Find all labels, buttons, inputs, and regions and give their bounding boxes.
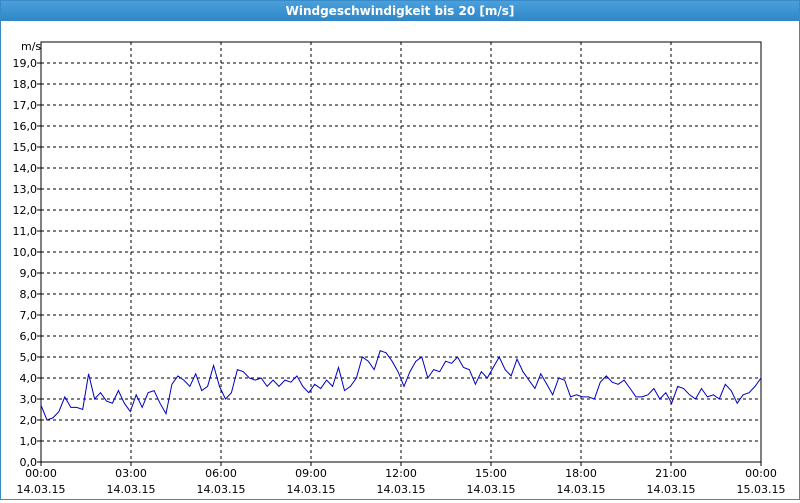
y-tick-label: 3,0 bbox=[20, 393, 38, 406]
x-tick-time-label: 06:00 bbox=[205, 467, 237, 480]
x-tick-time-label: 18:00 bbox=[565, 467, 597, 480]
y-tick-label: 1,0 bbox=[20, 435, 38, 448]
y-tick-label: 4,0 bbox=[20, 372, 38, 385]
y-tick-label: 15,0 bbox=[13, 141, 38, 154]
x-tick-date-label: 14.03.15 bbox=[377, 483, 426, 496]
x-tick-date-label: 14.03.15 bbox=[467, 483, 516, 496]
x-tick-time-label: 09:00 bbox=[295, 467, 327, 480]
y-tick-label: 6,0 bbox=[20, 330, 38, 343]
y-tick-label: 14,0 bbox=[13, 162, 38, 175]
x-tick-date-label: 14.03.15 bbox=[107, 483, 156, 496]
y-tick-label: 17,0 bbox=[13, 99, 38, 112]
y-tick-label: 8,0 bbox=[20, 288, 38, 301]
x-tick-time-label: 00:00 bbox=[745, 467, 777, 480]
x-tick-time-label: 15:00 bbox=[475, 467, 507, 480]
x-tick-time-label: 00:00 bbox=[25, 467, 57, 480]
series-group bbox=[40, 350, 762, 421]
x-tick-time-label: 12:00 bbox=[385, 467, 417, 480]
y-tick-label: 16,0 bbox=[13, 120, 38, 133]
y-tick-label: 0,0 bbox=[20, 456, 38, 469]
y-tick-label: 2,0 bbox=[20, 414, 38, 427]
grid-lines bbox=[41, 42, 761, 462]
window-title: Windgeschwindigkeit bis 20 [m/s] bbox=[1, 1, 799, 21]
wind-speed-chart: m/s 0,0 1,0 2,0 3,0 4,0 5,0 6,0 7,0 8,0 9,0 10,0 11… bbox=[13, 40, 786, 496]
y-tick-label: 5,0 bbox=[20, 351, 38, 364]
y-axis-label: m/s bbox=[21, 40, 41, 53]
y-tick-label: 9,0 bbox=[20, 267, 38, 280]
y-tick-label: 12,0 bbox=[13, 204, 38, 217]
y-tick-label: 13,0 bbox=[13, 183, 38, 196]
series-line bbox=[40, 350, 762, 421]
y-tick-label: 18,0 bbox=[13, 78, 38, 91]
x-axis-ticks: 00:00 14.03.15 03:00 14.03.15 06:00 14.03.15 0… bbox=[17, 462, 786, 496]
x-tick-time-label: 21:00 bbox=[655, 467, 687, 480]
y-tick-label: 19,0 bbox=[13, 57, 38, 70]
x-tick-date-label: 14.03.15 bbox=[287, 483, 336, 496]
x-tick-date-label: 14.03.15 bbox=[647, 483, 696, 496]
y-tick-label: 11,0 bbox=[13, 225, 38, 238]
y-tick-label: 7,0 bbox=[20, 309, 38, 322]
x-tick-date-label: 15.03.15 bbox=[737, 483, 786, 496]
y-axis-ticks: 0,0 1,0 2,0 3,0 4,0 5,0 6,0 7,0 8,0 9,0 10,0 11,0 12… bbox=[13, 57, 41, 469]
x-tick-date-label: 14.03.15 bbox=[557, 483, 606, 496]
x-tick-time-label: 03:00 bbox=[115, 467, 147, 480]
x-tick-date-label: 14.03.15 bbox=[197, 483, 246, 496]
y-tick-label: 10,0 bbox=[13, 246, 38, 259]
x-tick-date-label: 14.03.15 bbox=[17, 483, 66, 496]
